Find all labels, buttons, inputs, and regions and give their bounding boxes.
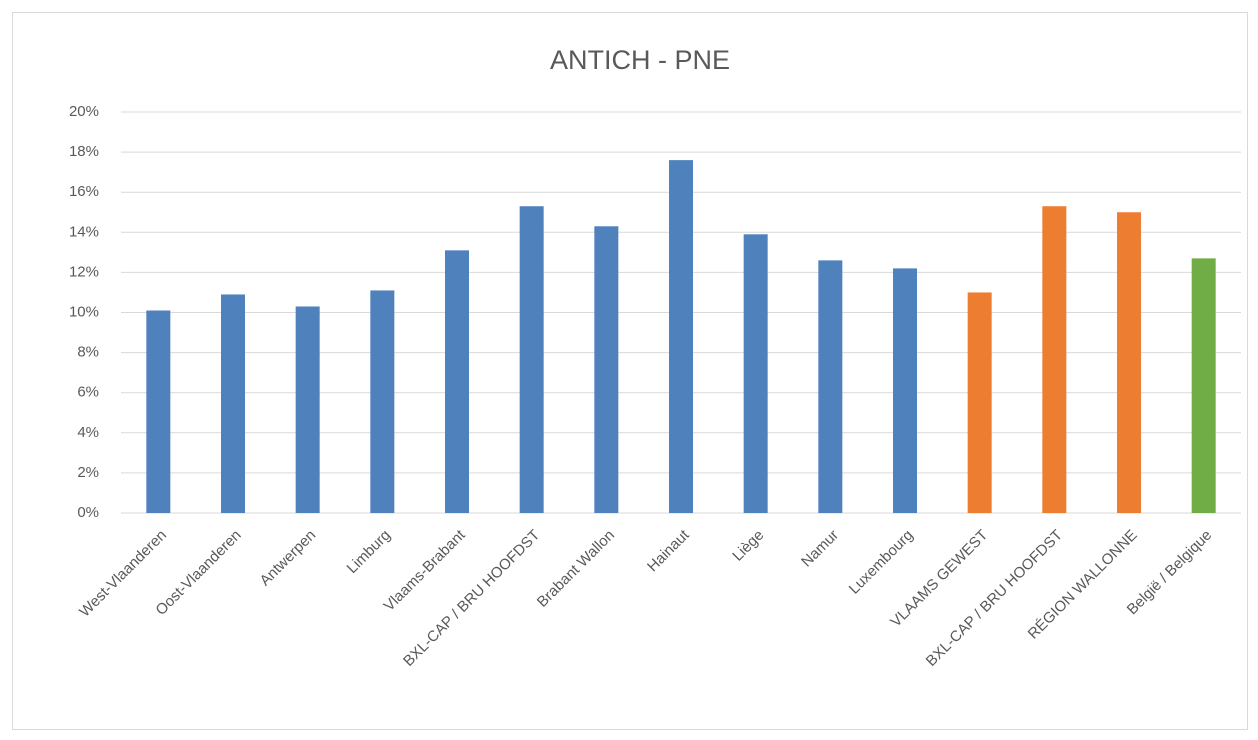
y-tick-label: 16% — [69, 183, 99, 200]
bar — [893, 268, 917, 513]
y-tick-label: 0% — [77, 504, 99, 521]
y-tick-label: 18% — [69, 143, 99, 160]
y-tick-label: 4% — [77, 424, 99, 441]
bar — [370, 290, 395, 513]
bar — [445, 250, 469, 513]
bar — [221, 294, 245, 513]
bar — [1191, 258, 1216, 513]
y-tick-label: 14% — [69, 223, 99, 240]
chart-border — [12, 12, 1248, 730]
bar — [594, 226, 619, 513]
bar — [146, 310, 171, 513]
bar — [818, 260, 843, 513]
bar — [1042, 206, 1067, 514]
y-tick-label: 8% — [77, 344, 99, 361]
bar — [295, 306, 320, 513]
bar — [967, 292, 992, 513]
y-tick-label: 6% — [77, 384, 99, 401]
y-tick-label: 2% — [77, 464, 99, 481]
y-tick-label: 12% — [69, 263, 99, 280]
bar — [1117, 212, 1141, 513]
y-tick-label: 10% — [69, 303, 99, 320]
y-tick-label: 20% — [69, 103, 99, 120]
bar — [669, 160, 693, 513]
chart-title: ANTICH - PNE — [550, 45, 730, 75]
bar — [743, 234, 768, 513]
bar — [519, 206, 544, 514]
